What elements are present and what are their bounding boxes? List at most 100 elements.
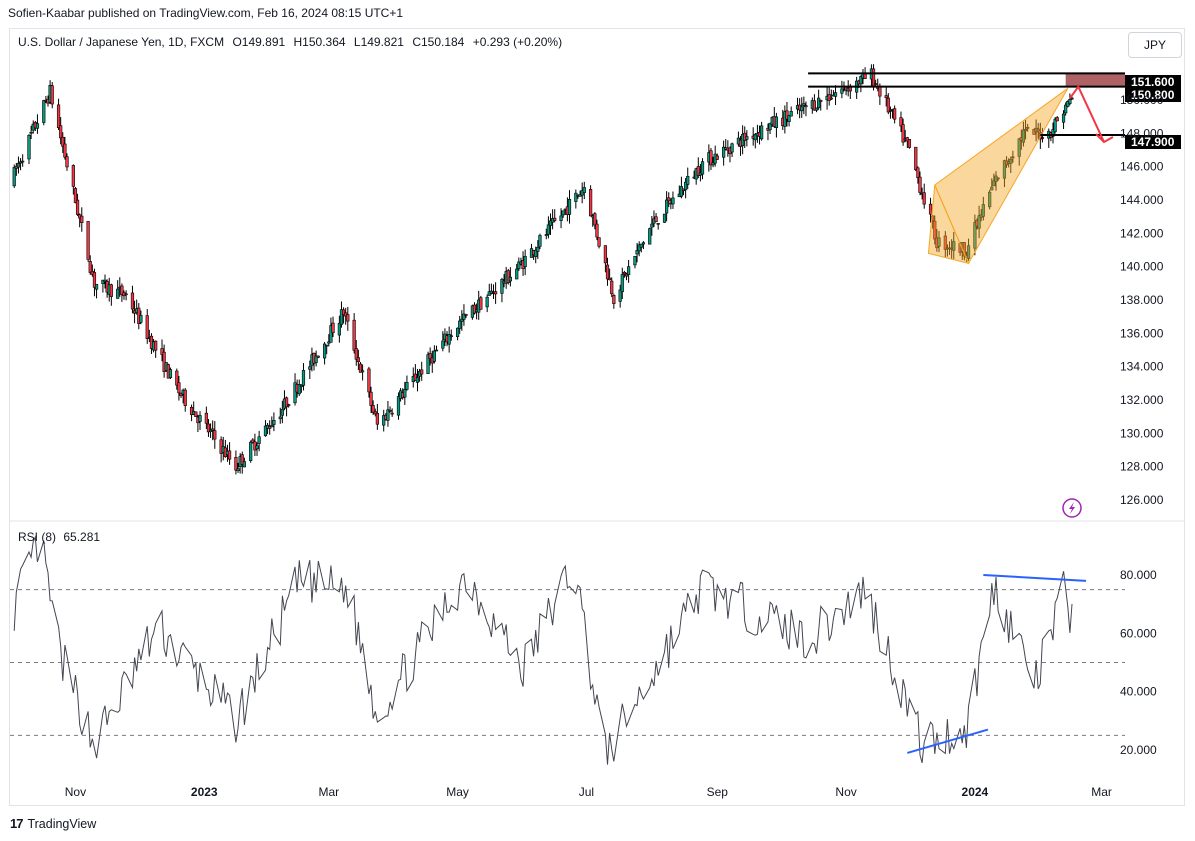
candle-body xyxy=(405,382,409,390)
candle-body xyxy=(12,167,16,187)
candle-body xyxy=(42,100,46,123)
symbol-legend: U.S. Dollar / Japanese Yen, 1D, FXCM O14… xyxy=(18,35,567,49)
candle-body xyxy=(637,244,641,252)
candle-body xyxy=(160,348,164,355)
time-tick-label: Mar xyxy=(1091,785,1112,799)
candle-body xyxy=(1051,129,1055,137)
candle-body xyxy=(1026,127,1030,129)
time-tick-label: 2023 xyxy=(191,785,218,799)
candle-body xyxy=(711,162,715,166)
candle-body xyxy=(990,186,994,191)
price-tick-label: 150.000 xyxy=(1120,93,1164,107)
candle-body xyxy=(297,384,301,395)
candle-body xyxy=(485,296,489,308)
candle-body xyxy=(21,160,25,163)
candle-body xyxy=(686,175,690,185)
candle-body xyxy=(120,285,124,295)
candle-body xyxy=(730,143,734,153)
price-tick-label: 144.000 xyxy=(1120,193,1164,207)
candle-body xyxy=(1061,113,1066,123)
price-tick-label: 126.000 xyxy=(1120,493,1164,507)
candle-body xyxy=(204,412,208,424)
candle-body xyxy=(177,382,181,394)
candle-body xyxy=(386,409,390,421)
candle-body xyxy=(287,404,291,406)
candle-body xyxy=(116,288,120,299)
candle-body xyxy=(94,283,99,290)
candle-body xyxy=(608,277,612,281)
candle-body xyxy=(567,199,572,215)
candle-body xyxy=(390,412,394,415)
candle-body xyxy=(933,220,937,240)
candle-body xyxy=(612,295,616,304)
low-value: L149.821 xyxy=(353,35,404,49)
candle-body xyxy=(494,291,498,295)
price-axis: 126.000 128.000 130.000 132.000 134.000 136.0… xyxy=(1120,93,1164,507)
candle-body xyxy=(928,203,933,215)
candle-body xyxy=(194,411,198,417)
candle-body xyxy=(139,315,143,323)
candle-body xyxy=(1011,156,1015,159)
candle-body xyxy=(633,255,637,266)
candle-body xyxy=(715,155,719,160)
rsi-tick-label: 20.000 xyxy=(1120,743,1157,757)
candle-body xyxy=(787,115,791,122)
candle-body xyxy=(639,243,643,248)
candle-body xyxy=(859,76,863,85)
candle-body xyxy=(907,139,912,148)
candle-body xyxy=(508,276,512,282)
candle-body xyxy=(918,176,922,193)
candle-body xyxy=(354,348,358,360)
candle-body xyxy=(426,354,430,374)
candle-body xyxy=(325,344,329,347)
candle-body xyxy=(671,197,675,205)
candle-body xyxy=(536,246,540,252)
price-tick-label: 142.000 xyxy=(1120,226,1164,240)
candle-body xyxy=(162,351,166,373)
price-level-tag xyxy=(1125,75,1181,89)
candle-body xyxy=(447,334,451,345)
price-tick-label: 130.000 xyxy=(1120,426,1164,440)
candle-body xyxy=(103,279,107,282)
candle-body xyxy=(538,235,542,247)
candle-body xyxy=(206,423,211,433)
candle-body xyxy=(833,92,838,97)
candle-body xyxy=(654,216,658,223)
time-tick-label: Nov xyxy=(65,785,86,799)
candle-body xyxy=(656,222,660,225)
candle-body xyxy=(517,261,521,270)
publish-info: Sofien-Kaabar published on TradingView.c… xyxy=(8,6,404,20)
candle-body xyxy=(257,436,261,444)
candle-body xyxy=(635,250,639,255)
candle-body xyxy=(63,143,67,158)
candle-body xyxy=(650,223,654,228)
projection-arrow xyxy=(1069,84,1105,143)
divergence-line-bottom xyxy=(907,728,989,754)
candle-body xyxy=(665,199,669,214)
candle-body xyxy=(236,468,240,471)
time-tick-label: 2024 xyxy=(962,785,989,799)
currency-button[interactable]: JPY xyxy=(1128,32,1182,58)
candle-body xyxy=(589,189,593,217)
candle-body xyxy=(684,181,688,191)
candle-body xyxy=(434,349,439,352)
candle-body xyxy=(840,88,844,94)
price-tick-label: 148.000 xyxy=(1120,126,1164,140)
candle-body xyxy=(86,221,90,260)
candle-body xyxy=(92,272,97,288)
candle-body xyxy=(460,318,464,322)
candle-body xyxy=(124,293,128,296)
candle-body xyxy=(441,340,445,349)
candle-body xyxy=(1036,128,1040,132)
price-candles xyxy=(12,64,1074,475)
candle-body xyxy=(1068,99,1072,104)
candle-body xyxy=(130,292,135,310)
candle-body xyxy=(472,304,477,314)
candle-body xyxy=(251,439,255,443)
close-value: C150.184 xyxy=(412,35,465,49)
candle-body xyxy=(1002,160,1007,179)
candle-body xyxy=(75,199,80,215)
candle-body xyxy=(785,110,789,120)
